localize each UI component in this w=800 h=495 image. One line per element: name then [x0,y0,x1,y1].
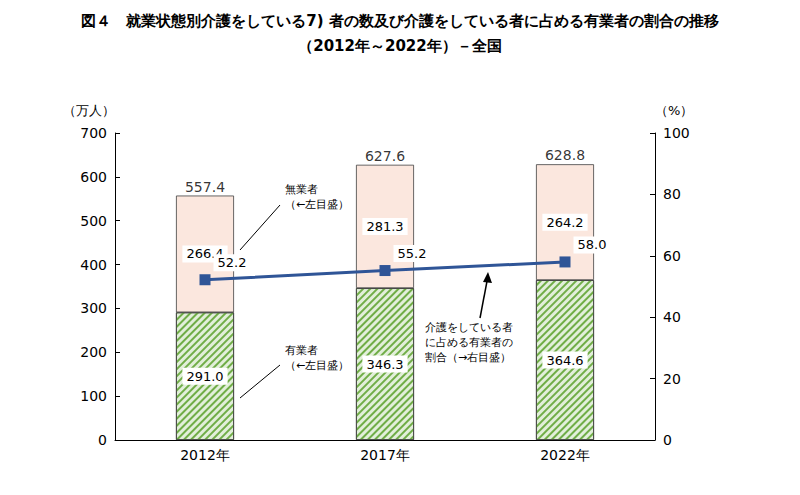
svg-text:（←左目盛）: （←左目盛） [285,198,349,211]
svg-text:300: 300 [80,300,107,316]
svg-text:図４ 就業状態別介護をしている7) 者の数及び介護をしている: 図４ 就業状態別介護をしている7) 者の数及び介護をしている者に占める有業者の割… [81,12,719,30]
svg-text:60: 60 [663,248,681,264]
svg-text:100: 100 [80,388,107,404]
svg-text:628.8: 628.8 [545,147,585,163]
svg-text:無業者: 無業者 [285,183,318,196]
svg-text:に占める有業者の: に占める有業者の [425,336,513,349]
svg-text:700: 700 [80,125,107,141]
svg-text:55.2: 55.2 [398,246,427,261]
svg-text:（2012年～2022年）－全国: （2012年～2022年）－全国 [298,37,502,55]
svg-text:（←左目盛）: （←左目盛） [285,359,349,372]
svg-text:266.4: 266.4 [186,246,224,262]
svg-text:627.6: 627.6 [365,148,405,164]
svg-text:（万人）: （万人） [63,103,115,118]
svg-text:500: 500 [80,213,107,229]
svg-text:291.0: 291.0 [186,369,223,384]
svg-text:600: 600 [80,169,107,185]
svg-text:2022年: 2022年 [540,447,590,463]
svg-text:557.4: 557.4 [185,179,225,195]
svg-text:400: 400 [80,257,107,273]
svg-text:100: 100 [663,125,690,141]
svg-text:58.0: 58.0 [578,237,607,252]
svg-text:346.3: 346.3 [366,357,403,372]
svg-text:52.2: 52.2 [218,255,247,270]
svg-text:割合（→右目盛）: 割合（→右目盛） [425,351,511,364]
svg-text:0: 0 [98,432,107,448]
svg-text:2017年: 2017年 [360,447,410,463]
svg-text:有業者: 有業者 [285,344,318,357]
svg-text:0: 0 [663,432,672,448]
svg-text:281.3: 281.3 [366,219,403,234]
svg-text:40: 40 [663,309,681,325]
svg-text:264.2: 264.2 [546,215,583,230]
svg-text:20: 20 [663,371,681,387]
svg-text:2012年: 2012年 [180,447,230,463]
svg-text:200: 200 [80,344,107,360]
svg-text:80: 80 [663,186,681,202]
svg-text:介護をしている者: 介護をしている者 [425,321,513,334]
svg-text:364.6: 364.6 [546,353,583,368]
svg-text:（%）: （%） [655,103,693,118]
